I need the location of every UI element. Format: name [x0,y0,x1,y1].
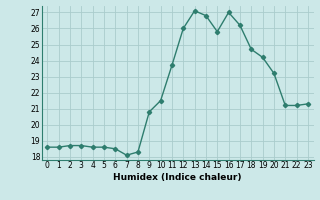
X-axis label: Humidex (Indice chaleur): Humidex (Indice chaleur) [113,173,242,182]
